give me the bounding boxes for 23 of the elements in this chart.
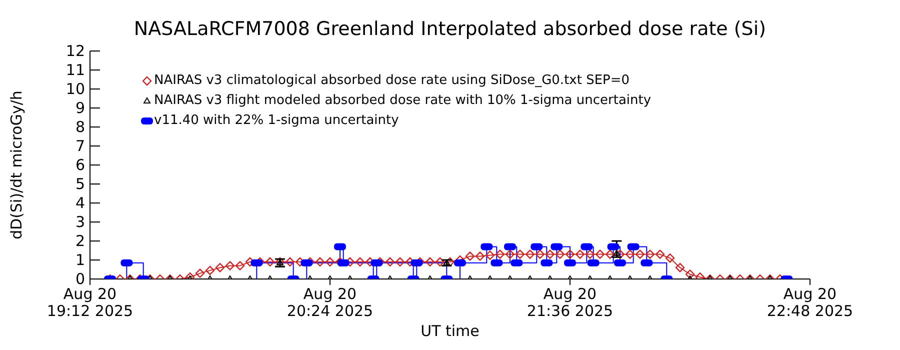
- y-tick-label: 8: [75, 118, 85, 136]
- y-tick-label: 5: [75, 175, 85, 193]
- legend-label: NAIRAS v3 flight modeled absorbed dose rate with 10% 1-sigma uncertainty: [154, 92, 652, 110]
- y-tick-label: 12: [66, 42, 85, 60]
- chart-title: NASALaRCFM7008 Greenland Interpolated absorbed dose rate (Si): [132, 18, 768, 40]
- x-tick-label: Aug 20 22:48 2025: [766, 285, 854, 320]
- x-axis-title: UT time: [420, 322, 480, 340]
- y-tick-label: 0: [75, 270, 85, 288]
- legend-label: NAIRAS v3 climatological absorbed dose rate using SiDose_G0.txt SEP=0: [154, 72, 630, 90]
- y-tick-label: 11: [66, 61, 85, 79]
- y-axis-title: dD(Si)/dt microGy/h: [7, 90, 26, 240]
- legend-label: v11.40 with 22% 1-sigma uncertainty: [154, 112, 399, 130]
- y-tick-label: 3: [75, 213, 85, 231]
- y-tick-label: 7: [75, 137, 85, 155]
- y-tick-label: 1: [75, 251, 85, 269]
- y-tick-label: 4: [75, 194, 85, 212]
- x-tick-label: Aug 20 20:24 2025: [286, 285, 374, 320]
- x-tick-label: Aug 20 21:36 2025: [526, 285, 614, 320]
- y-tick-label: 9: [75, 99, 85, 117]
- x-tick-label: Aug 20 19:12 2025: [46, 285, 134, 320]
- y-tick-label: 2: [75, 232, 85, 250]
- y-tick-label: 6: [75, 156, 85, 174]
- y-tick-label: 10: [66, 80, 85, 98]
